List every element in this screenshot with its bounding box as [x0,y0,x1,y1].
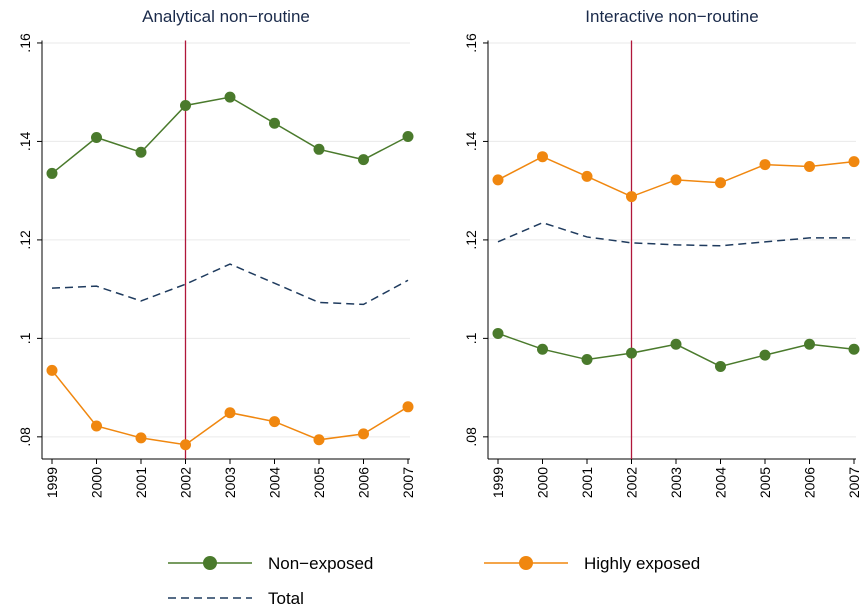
series-line [51,263,409,306]
data-point [269,117,280,129]
data-point [581,170,593,182]
data-point [759,159,771,171]
data-point [581,354,593,366]
data-point [848,343,860,355]
legend-label: Non−exposed [268,554,373,573]
x-tick-label: 2006 [356,467,372,498]
x-tick-label: 1999 [490,467,506,498]
data-point [670,174,682,186]
x-tick-label: 2002 [178,467,194,498]
x-tick-label: 2001 [579,467,595,498]
data-point [180,99,191,111]
x-tick-label: 2003 [668,467,684,498]
data-point [269,416,280,428]
data-point [804,338,815,350]
data-point [358,428,369,440]
y-tick-label: .1 [463,332,479,344]
data-point [626,347,637,359]
legend-label: Highly exposed [584,554,700,573]
chart-title: Analytical non−routine [142,7,310,26]
data-point [46,167,58,179]
x-tick-label: 2004 [713,467,729,498]
data-point [224,407,236,419]
x-tick-label: 2007 [400,467,416,498]
x-tick-label: 2002 [624,467,640,498]
data-point [492,174,504,186]
data-point [715,360,726,372]
y-tick-label: .08 [463,427,479,447]
data-point [224,91,236,103]
x-tick-label: 2005 [311,467,327,498]
data-point [402,131,414,143]
data-point [313,143,325,155]
legend-marker [203,556,217,570]
data-point [848,156,860,168]
x-tick-label: 2004 [267,467,283,498]
x-tick-label: 2000 [535,467,551,498]
data-point [135,432,147,444]
data-point [626,191,637,203]
y-tick-label: .16 [17,33,33,53]
data-point [759,349,771,361]
data-point [91,420,102,432]
chart-title: Interactive non−routine [585,7,758,26]
x-tick-label: 2001 [133,467,149,498]
data-point [492,327,504,339]
data-point [537,343,548,355]
data-point [313,434,325,446]
data-point [804,161,815,173]
y-tick-label: .1 [17,332,33,344]
series-line [497,221,854,247]
y-tick-label: .08 [17,427,33,447]
data-point [715,177,726,189]
y-tick-label: .12 [17,230,33,250]
legend-marker [519,556,533,570]
x-tick-label: 2000 [89,467,105,498]
data-point [670,338,682,350]
x-tick-label: 2006 [802,467,818,498]
data-point [135,146,147,158]
y-tick-label: .14 [463,131,479,151]
series-line [51,96,409,175]
x-tick-label: 2005 [757,467,773,498]
data-point [91,131,102,143]
x-tick-label: 2003 [222,467,238,498]
data-point [402,401,414,413]
data-point [46,364,58,376]
y-tick-label: .16 [463,33,479,53]
data-point [537,151,548,163]
x-tick-label: 2007 [846,467,861,498]
data-point [358,154,369,166]
x-tick-label: 1999 [44,467,60,498]
legend-label: Total [268,589,304,608]
data-point [180,439,191,451]
y-tick-label: .14 [17,131,33,151]
y-tick-label: .12 [463,230,479,250]
